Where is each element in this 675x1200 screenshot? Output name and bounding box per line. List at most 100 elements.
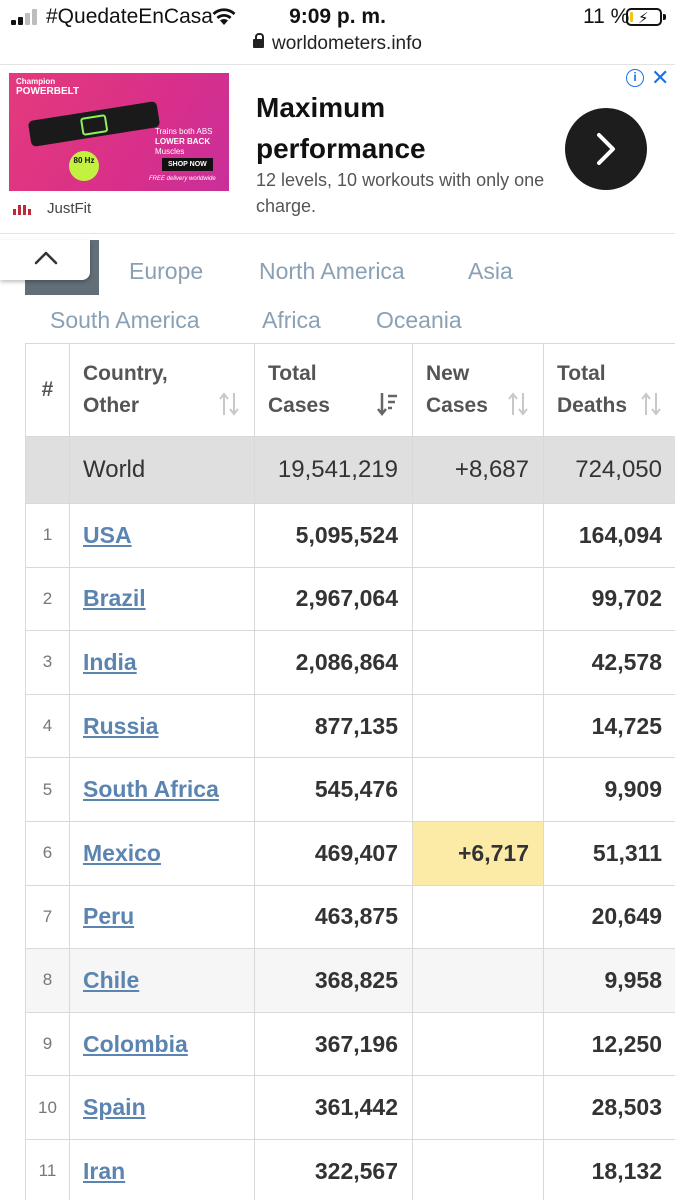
total-deaths-cell: 164,094 (543, 503, 675, 568)
world-total-deaths-cell: 724,050 (543, 436, 675, 504)
total-deaths-cell: 9,958 (543, 948, 675, 1013)
new-cases-cell (412, 948, 544, 1013)
header-total-cases-line1: Total (268, 362, 317, 385)
country-link[interactable]: India (83, 648, 137, 675)
ad-description[interactable]: 12 levels, 10 workouts with only one cha… (256, 170, 545, 216)
country-cell: USA (69, 503, 255, 568)
rank-cell: 8 (25, 948, 70, 1013)
country-link[interactable]: Spain (83, 1094, 146, 1121)
world-total-row: World 19,541,219 +8,687 724,050 (25, 436, 675, 504)
battery-fill (630, 12, 633, 22)
total-deaths-cell: 9,909 (543, 757, 675, 822)
country-link[interactable]: South Africa (83, 776, 219, 803)
country-link[interactable]: Iran (83, 1157, 126, 1184)
total-deaths-cell: 42,578 (543, 630, 675, 695)
tab-asia[interactable]: Asia (468, 258, 513, 284)
address-bar[interactable]: worldometers.info (0, 33, 675, 55)
tab-south-america[interactable]: South America (50, 307, 200, 333)
new-cases-cell (412, 630, 544, 695)
country-link[interactable]: Mexico (83, 839, 161, 866)
country-link[interactable]: USA (83, 521, 132, 548)
tab-north-america[interactable]: North America (259, 258, 405, 284)
new-cases-cell (412, 1011, 544, 1077)
tab-africa[interactable]: Africa (262, 307, 321, 333)
new-cases-cell (412, 1138, 544, 1200)
tab-oceania[interactable]: Oceania (376, 307, 462, 333)
total-deaths-cell: 12,250 (543, 1011, 675, 1077)
header-total-cases[interactable]: Total Cases (254, 343, 413, 437)
total-cases-cell: 877,135 (254, 693, 413, 759)
header-new-cases-line1: New (426, 362, 470, 385)
new-cases-cell (412, 503, 544, 568)
table-row: 4 Russia 877,135 14,725 (25, 693, 675, 759)
lock-icon (253, 33, 265, 48)
table-row: 11 Iran 322,567 18,132 (25, 1138, 675, 1200)
table-row: 7 Peru 463,875 20,649 (25, 884, 675, 950)
world-total-cases-cell: 19,541,219 (254, 436, 413, 504)
header-total-cases-line2: Cases (268, 394, 330, 417)
new-cases-cell (412, 566, 544, 632)
country-cell: Spain (69, 1075, 255, 1140)
new-cases-cell (412, 693, 544, 759)
ad-image[interactable]: Champion POWERBELT 80 Hz Trains both ABS… (9, 73, 229, 191)
country-link[interactable]: Colombia (83, 1030, 188, 1057)
header-country-line2: Other (83, 394, 140, 417)
battery-icon: ⚡ (626, 8, 666, 27)
total-cases-cell: 2,967,064 (254, 566, 413, 632)
country-cell: Mexico (69, 820, 255, 886)
wifi-icon (212, 8, 236, 25)
total-cases-cell: 2,086,864 (254, 630, 413, 695)
header-new-cases[interactable]: New Cases (412, 343, 544, 437)
country-cell: Chile (69, 948, 255, 1013)
total-cases-cell: 322,567 (254, 1138, 413, 1200)
sort-arrows-icon (641, 392, 661, 416)
ad-next-button[interactable] (565, 108, 647, 190)
total-deaths-cell: 99,702 (543, 566, 675, 632)
header-total-deaths[interactable]: Total Deaths (543, 343, 675, 437)
table-row: 10 Spain 361,442 28,503 (25, 1075, 675, 1140)
country-link[interactable]: Peru (83, 903, 135, 930)
advertiser-logo-icon (13, 205, 33, 215)
header-new-cases-line2: Cases (426, 394, 488, 417)
rank-cell: 11 (25, 1138, 70, 1200)
table-row: 8 Chile 368,825 9,958 (25, 948, 675, 1013)
header-rank: # (25, 343, 70, 437)
rank-cell: 5 (25, 757, 70, 822)
country-cell: South Africa (69, 757, 255, 822)
total-cases-cell: 545,476 (254, 757, 413, 822)
rank-cell: 2 (25, 566, 70, 632)
charging-bolt-icon: ⚡ (638, 10, 649, 27)
ad-info-icon[interactable]: i (626, 69, 644, 87)
country-cell: Peru (69, 884, 255, 950)
cellular-signal-icon (11, 9, 41, 25)
carrier-label: #QuedateEnCasa (46, 5, 213, 28)
chevron-up-icon (34, 251, 58, 265)
country-cell: Russia (69, 693, 255, 759)
sort-descending-icon (377, 393, 397, 417)
collapse-ad-button[interactable] (0, 240, 90, 280)
total-cases-cell: 367,196 (254, 1011, 413, 1077)
battery-percentage: 11 % (583, 5, 630, 28)
country-cell: Iran (69, 1138, 255, 1200)
country-link[interactable]: Russia (83, 712, 159, 739)
ad-title[interactable]: Maximum performance (256, 92, 426, 164)
header-country[interactable]: Country, Other (69, 343, 255, 437)
rank-cell: 9 (25, 1011, 70, 1077)
powerbelt-graphic (27, 100, 161, 148)
tab-europe[interactable]: Europe (129, 258, 204, 284)
total-deaths-cell: 51,311 (543, 820, 675, 886)
total-deaths-cell: 20,649 (543, 884, 675, 950)
header-country-line1: Country, (83, 362, 168, 385)
sort-arrows-icon (508, 392, 528, 416)
url-text: worldometers.info (272, 33, 422, 54)
ad-banner[interactable]: Champion POWERBELT 80 Hz Trains both ABS… (0, 64, 675, 234)
rank-cell: 3 (25, 630, 70, 695)
country-link[interactable]: Chile (83, 966, 140, 993)
table-row: 2 Brazil 2,967,064 99,702 (25, 566, 675, 632)
header-total-deaths-line2: Deaths (557, 394, 628, 417)
country-link[interactable]: Brazil (83, 585, 146, 612)
world-country-cell: World (69, 436, 255, 504)
ad-close-icon[interactable]: ✕ (651, 65, 670, 90)
new-cases-cell (412, 884, 544, 950)
ad-advertiser-name[interactable]: JustFit (47, 200, 92, 217)
